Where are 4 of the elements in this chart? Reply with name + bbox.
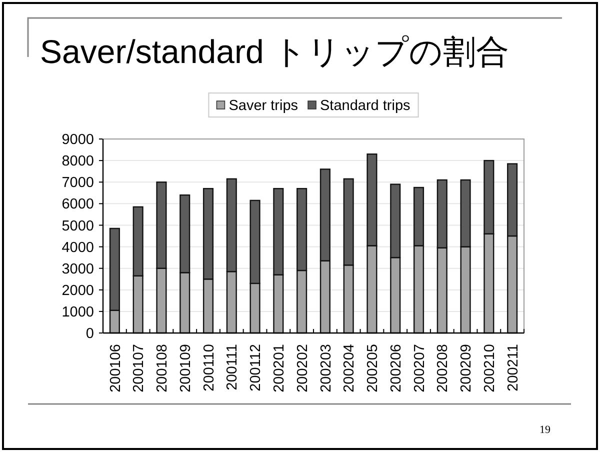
annotation: 19	[540, 424, 550, 436]
legend-label: Saver trips	[228, 98, 298, 114]
title: Saver/standard トリップの割合	[40, 33, 509, 70]
legend-label: Standard trips	[320, 98, 410, 114]
